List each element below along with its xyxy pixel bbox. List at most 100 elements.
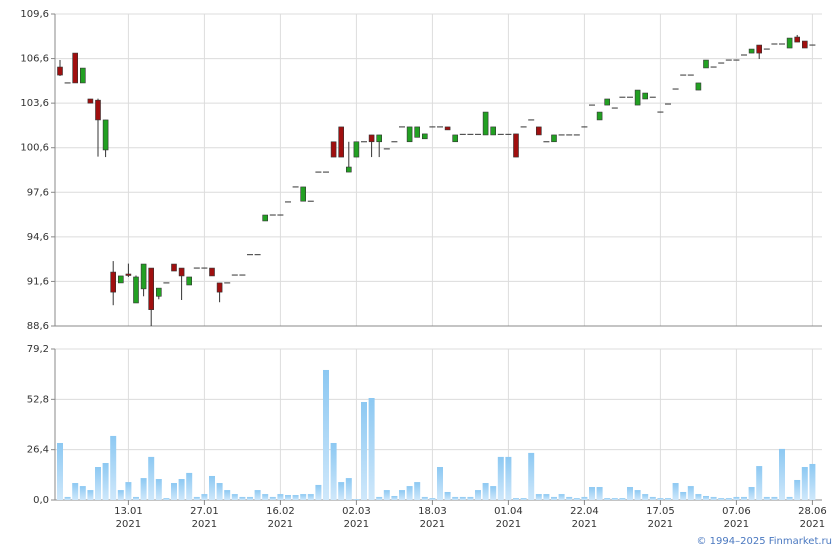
- volume-bar: [231, 494, 238, 500]
- candle-body: [345, 166, 352, 173]
- volume-bar: [528, 452, 535, 500]
- volume-bar: [429, 498, 436, 500]
- volume-bar: [482, 483, 489, 500]
- candle-body: [148, 267, 154, 310]
- x-tick-sublabel: 2021: [116, 519, 141, 530]
- candle-body: [794, 36, 801, 43]
- volume-bar: [171, 483, 177, 500]
- volume-bar: [703, 495, 709, 500]
- x-tick-label: 01.04: [494, 506, 523, 517]
- candle-body: [414, 126, 421, 138]
- candle-body: [125, 273, 132, 276]
- candle-body: [535, 126, 542, 136]
- candle-body: [186, 276, 192, 286]
- volume-bar: [535, 494, 542, 500]
- y-tick-label: 103,6: [20, 98, 49, 109]
- volume-bar: [786, 496, 793, 500]
- y-tick-label: 0,0: [33, 495, 49, 506]
- volume-bar: [763, 496, 770, 500]
- volume-bar: [201, 494, 208, 500]
- volume-bar: [285, 495, 291, 500]
- y-tick-label: 94,6: [27, 232, 49, 243]
- volume-bar: [566, 496, 573, 500]
- volume-bar: [771, 496, 778, 500]
- volume-bar: [72, 483, 79, 500]
- volume-bar: [193, 496, 200, 500]
- candle-body: [634, 89, 641, 106]
- candle-body: [353, 141, 360, 158]
- x-tick-label: 27.01: [190, 506, 219, 517]
- y-tick-label: 88,6: [27, 321, 49, 332]
- volume-bar: [627, 487, 633, 500]
- volume-bar: [64, 496, 71, 500]
- volume-bar: [209, 475, 215, 500]
- volume-bar: [338, 482, 345, 500]
- volume-bar: [216, 483, 223, 500]
- volume-bar: [421, 496, 428, 500]
- candle-body: [695, 82, 702, 91]
- volume-bar: [224, 490, 231, 500]
- volume-bar: [361, 402, 367, 500]
- y-tick-label: 52,8: [27, 394, 49, 405]
- candle-body: [102, 119, 109, 151]
- y-tick-label: 109,6: [20, 9, 49, 20]
- candle-body: [703, 59, 709, 69]
- candle-body: [300, 186, 307, 202]
- volume-bar: [95, 467, 101, 500]
- volume-bar: [604, 498, 611, 500]
- volume-bar: [269, 496, 276, 500]
- volume-bar: [809, 463, 816, 500]
- y-tick-label: 106,6: [20, 54, 49, 65]
- volume-bar: [247, 496, 253, 500]
- candle-body: [133, 276, 139, 304]
- x-tick-label: 22.04: [570, 506, 599, 517]
- volume-bar: [110, 435, 117, 500]
- volume-bar: [779, 448, 785, 500]
- candle-body: [642, 92, 649, 100]
- volume-bar: [57, 442, 63, 500]
- candle-body: [551, 134, 557, 143]
- volume-bar: [330, 442, 337, 500]
- volume-bar: [277, 494, 284, 500]
- volume-bar: [649, 496, 656, 500]
- volume-bar: [467, 496, 474, 500]
- volume-bar: [505, 456, 512, 500]
- candle-body: [87, 98, 94, 104]
- volume-bar: [300, 494, 307, 500]
- volume-bar: [657, 498, 664, 500]
- x-tick-sublabel: 2021: [724, 519, 749, 530]
- volume-bar: [178, 479, 185, 500]
- volume-bar: [155, 479, 162, 500]
- volume-bar: [725, 498, 732, 500]
- volume-bar: [117, 490, 124, 500]
- volume-bar: [102, 463, 109, 500]
- y-tick-label: 91,6: [27, 276, 49, 287]
- x-tick-label: 18.03: [418, 506, 447, 517]
- x-tick-sublabel: 2021: [800, 519, 825, 530]
- candle-body: [368, 134, 375, 143]
- x-tick-label: 02.03: [342, 506, 371, 517]
- volume-bar: [596, 487, 603, 500]
- candle-body: [209, 267, 215, 277]
- volume-bar: [642, 494, 649, 500]
- candle-body: [338, 126, 345, 158]
- volume-bar: [353, 499, 360, 500]
- candle-body: [156, 287, 162, 297]
- volume-bar: [695, 494, 702, 500]
- volume-bar: [345, 478, 352, 500]
- volume-bar: [239, 496, 246, 500]
- volume-bar: [383, 490, 390, 500]
- y-tick-label: 79,2: [27, 344, 49, 355]
- volume-bar: [406, 486, 413, 500]
- candle-body: [262, 214, 269, 222]
- volume-bar: [376, 496, 383, 500]
- volume-bar: [368, 397, 375, 500]
- y-tick-label: 100,6: [20, 143, 49, 154]
- candle-body: [57, 66, 63, 76]
- candle-body: [801, 40, 808, 49]
- candle-body: [490, 126, 497, 136]
- candle-body: [786, 37, 793, 49]
- candle-body: [756, 44, 763, 54]
- volume-bar: [315, 484, 322, 500]
